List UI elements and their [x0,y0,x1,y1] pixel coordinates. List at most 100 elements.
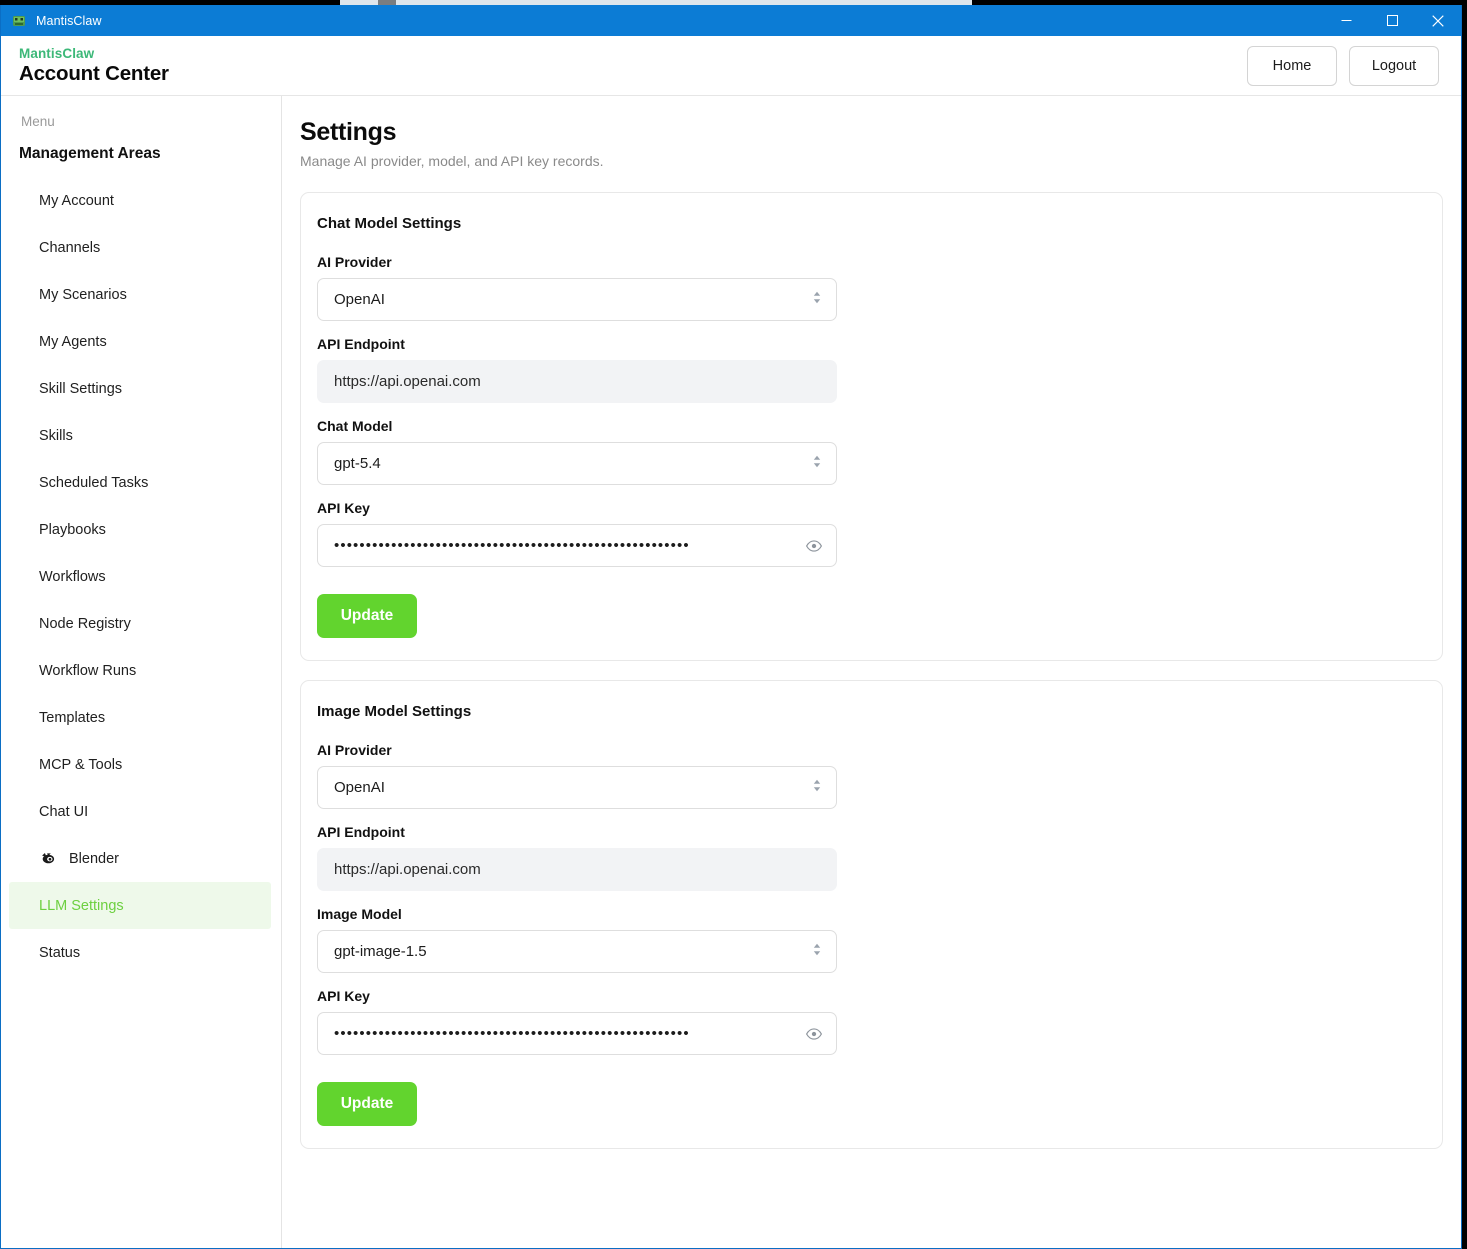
sidebar-item-label: My Scenarios [39,286,127,303]
sidebar-item-my-agents[interactable]: My Agents [9,318,271,365]
chat-endpoint-input[interactable] [317,360,837,403]
image-endpoint-input[interactable] [317,848,837,891]
background-window-tab [378,0,396,5]
image-model-select[interactable]: gpt-image-1.5 [317,930,837,973]
mantis-app-icon [11,13,27,29]
sidebar-item-label: Node Registry [39,615,131,632]
image-provider-label: AI Provider [317,742,392,758]
chat-update-button[interactable]: Update [317,594,417,638]
chat-endpoint-field: API Endpoint [317,336,1426,403]
sidebar-item-my-scenarios[interactable]: My Scenarios [9,271,271,318]
window-title-text: MantisClaw [36,13,102,28]
sidebar-item-label: Templates [39,709,106,726]
blender-icon [39,849,59,869]
sidebar-item-playbooks[interactable]: Playbooks [9,506,271,553]
maximize-icon[interactable] [1369,5,1415,36]
eye-icon[interactable] [801,1021,827,1047]
image-model-label: Image Model [317,906,402,922]
chat-endpoint-control [317,360,837,403]
sidebar-item-workflows[interactable]: Workflows [9,553,271,600]
sidebar-item-status[interactable]: Status [9,929,271,976]
image-model-control: gpt-image-1.5 [317,930,837,973]
sidebar: Menu Management Areas My Account Channel… [1,96,282,1248]
sidebar-item-my-account[interactable]: My Account [9,177,271,224]
application-window: MantisClaw MantisClaw Account Center Hom… [0,5,1462,1249]
sidebar-item-workflow-runs[interactable]: Workflow Runs [9,647,271,694]
sidebar-item-templates[interactable]: Templates [9,694,271,741]
sidebar-item-node-registry[interactable]: Node Registry [9,600,271,647]
sidebar-item-label: Chat UI [39,803,89,820]
sidebar-item-mcp-and-tools[interactable]: MCP & Tools [9,741,271,788]
sidebar-item-blender[interactable]: Blender [9,835,271,882]
image-update-button[interactable]: Update [317,1082,417,1126]
chat-apikey-label: API Key [317,500,370,516]
chat-model-select[interactable]: gpt-5.4 [317,442,837,485]
sidebar-item-channels[interactable]: Channels [9,224,271,271]
chat-model-field: Chat Model gpt-5.4 [317,418,1426,485]
sidebar-item-label: Channels [39,239,101,256]
chat-provider-label: AI Provider [317,254,392,270]
sidebar-item-label: Playbooks [39,521,106,538]
close-icon[interactable] [1415,5,1461,36]
image-apikey-label: API Key [317,988,370,1004]
app-body: Menu Management Areas My Account Channel… [1,96,1461,1248]
app-header: MantisClaw Account Center Home Logout [1,36,1461,96]
chat-model-control: gpt-5.4 [317,442,837,485]
sidebar-item-label: MCP & Tools [39,756,123,773]
chat-provider-field: AI Provider OpenAI [317,254,1426,321]
sidebar-menu-label: Menu [21,114,55,129]
sidebar-item-skill-settings[interactable]: Skill Settings [9,365,271,412]
sidebar-section-title: Management Areas [19,145,161,162]
chat-apikey-control [317,524,837,567]
image-provider-field: AI Provider OpenAI [317,742,1426,809]
image-model-field: Image Model gpt-image-1.5 [317,906,1426,973]
sidebar-item-label: Skill Settings [39,380,123,397]
sidebar-item-chat-ui[interactable]: Chat UI [9,788,271,835]
sidebar-item-llm-settings[interactable]: LLM Settings [9,882,271,929]
title-bar-left-group: MantisClaw [1,13,102,29]
sidebar-item-label: Status [39,944,81,961]
brand-block: MantisClaw Account Center [19,46,169,86]
main-content: Settings Manage AI provider, model, and … [282,96,1461,1248]
image-apikey-input[interactable] [317,1012,837,1055]
sidebar-item-label: Blender [69,850,119,867]
image-apikey-control [317,1012,837,1055]
chat-endpoint-label: API Endpoint [317,336,405,352]
image-provider-select[interactable]: OpenAI [317,766,837,809]
settings-heading: Settings [300,118,397,146]
minimize-icon[interactable] [1323,5,1369,36]
brand-name: MantisClaw [19,45,95,61]
image-endpoint-control [317,848,837,891]
sidebar-item-label: My Agents [39,333,107,350]
card-title: Image Model Settings [317,703,472,720]
image-apikey-field: API Key [317,988,1426,1055]
sidebar-item-label: Scheduled Tasks [39,474,149,491]
card-title: Chat Model Settings [317,215,462,232]
window-title-bar[interactable]: MantisClaw [1,5,1461,36]
logout-button[interactable]: Logout [1349,45,1439,86]
sidebar-item-label: Workflow Runs [39,662,137,679]
chat-model-settings-card: Chat Model Settings AI Provider OpenAI [300,192,1443,661]
image-endpoint-field: API Endpoint [317,824,1426,891]
chat-model-label: Chat Model [317,418,393,434]
home-button[interactable]: Home [1247,45,1337,86]
sidebar-item-label: Workflows [39,568,106,585]
sidebar-item-skills[interactable]: Skills [9,412,271,459]
sidebar-item-label: Skills [39,427,73,444]
sidebar-item-scheduled-tasks[interactable]: Scheduled Tasks [9,459,271,506]
background-window-strip [340,0,972,8]
chat-provider-control: OpenAI [317,278,837,321]
sidebar-item-label: My Account [39,192,114,209]
chat-provider-select[interactable]: OpenAI [317,278,837,321]
eye-icon[interactable] [801,533,827,559]
header-actions: Home Logout [1247,45,1439,86]
page-title: Account Center [19,61,169,85]
chat-apikey-input[interactable] [317,524,837,567]
image-endpoint-label: API Endpoint [317,824,405,840]
image-provider-control: OpenAI [317,766,837,809]
image-model-settings-card: Image Model Settings AI Provider OpenAI [300,680,1443,1149]
settings-subtitle: Manage AI provider, model, and API key r… [300,153,604,169]
sidebar-item-label: LLM Settings [39,897,124,914]
chat-apikey-field: API Key [317,500,1426,567]
window-controls [1323,5,1461,36]
